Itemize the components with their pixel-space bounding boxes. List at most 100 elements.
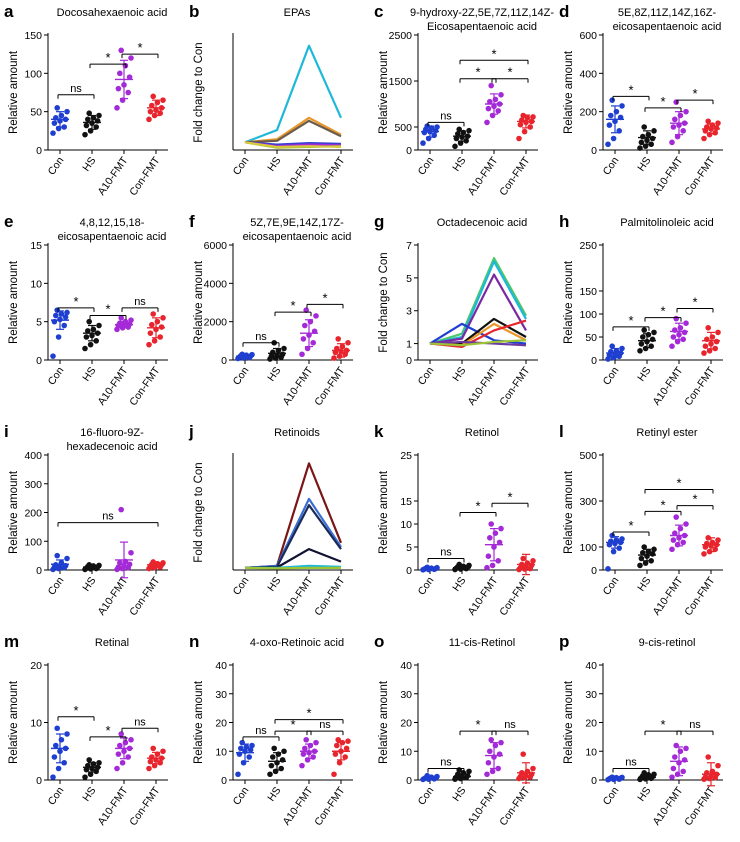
significance-label: ns xyxy=(255,331,267,343)
data-point-con xyxy=(54,725,60,732)
x-tick-label: Con xyxy=(416,785,437,808)
data-point-a10-fmt xyxy=(496,539,503,546)
panel-letter: c xyxy=(374,2,383,21)
y-axis-label: Relative amount xyxy=(378,470,390,554)
data-point-hs xyxy=(453,135,460,142)
data-point-hs xyxy=(96,759,102,766)
data-point-a10-fmt xyxy=(119,759,126,766)
data-point-a10-fmt xyxy=(681,329,688,336)
y-tick-label: 50 xyxy=(585,332,597,344)
y-axis-label: Relative amount xyxy=(563,680,575,764)
chart-title: 5E,8Z,11Z,14Z,16Z- xyxy=(618,7,717,19)
significance-label: * xyxy=(628,313,633,328)
data-point-con-fmt xyxy=(527,124,533,130)
data-point-con-fmt xyxy=(331,771,337,778)
data-point-con-fmt xyxy=(702,343,709,349)
data-point-a10-fmt xyxy=(683,521,689,527)
data-point-a10-fmt xyxy=(488,736,494,743)
y-tick-label: 0 xyxy=(406,355,412,367)
data-point-hs xyxy=(82,345,88,352)
data-point-hs xyxy=(270,754,276,760)
data-point-con-fmt xyxy=(517,121,524,128)
panel-p: p 9-cis-retinol Relative amount 0 10 20 30 40 Co… xyxy=(559,632,723,828)
series-line xyxy=(429,257,527,345)
x-tick-label: Con xyxy=(231,365,252,388)
data-point-a10-fmt xyxy=(669,774,675,780)
data-point-con-fmt xyxy=(713,338,720,345)
significance-label: ns xyxy=(625,757,637,769)
data-point-con-fmt xyxy=(150,745,156,752)
y-tick-label: 500 xyxy=(394,122,412,134)
data-point-hs xyxy=(83,334,90,340)
data-point-a10-fmt xyxy=(484,771,490,778)
y-axis-label: Relative amount xyxy=(193,680,205,764)
panel-h: h Palmitolinoleic acid Relative amount 0 50 1… xyxy=(559,212,723,408)
data-point-hs xyxy=(281,748,287,755)
data-point-hs xyxy=(87,771,94,778)
data-point-hs xyxy=(96,322,102,329)
panel-b: b EPAs Fold change to Con Con HSA10-FMTCon-F… xyxy=(189,2,353,198)
x-tick-label: A10-FMT xyxy=(281,154,316,197)
data-point-con-fmt xyxy=(335,336,341,342)
y-tick-label: 10 xyxy=(585,746,597,758)
data-point-a10-fmt xyxy=(484,564,490,571)
data-point-con-fmt xyxy=(715,762,721,769)
chart-title: Docosahexaenoic acid xyxy=(57,7,168,19)
data-point-con xyxy=(608,538,614,545)
y-axis-label: Fold change to Con xyxy=(193,42,205,142)
x-tick-label: Con xyxy=(416,155,437,178)
data-point-con-fmt xyxy=(160,97,166,103)
data-point-a10-fmt xyxy=(669,139,675,146)
data-point-hs xyxy=(651,771,657,778)
y-tick-label: 3 xyxy=(406,306,412,318)
data-point-a10-fmt xyxy=(670,124,677,130)
significance-label: ns xyxy=(70,83,82,95)
x-tick-label: A10-FMT xyxy=(281,364,316,407)
x-tick-label: A10-FMT xyxy=(281,574,316,617)
data-point-a10-fmt xyxy=(683,745,689,752)
y-tick-label: 100 xyxy=(24,68,42,80)
data-point-a10-fmt xyxy=(680,539,686,546)
data-point-con-fmt xyxy=(146,765,152,772)
y-tick-label: 30 xyxy=(585,689,597,701)
data-point-con xyxy=(50,774,56,780)
y-axis-label: Relative amount xyxy=(563,260,575,344)
x-tick-label: HS xyxy=(80,155,98,174)
data-point-con xyxy=(619,345,625,352)
data-point-con-fmt xyxy=(345,339,351,346)
y-tick-label: 0 xyxy=(591,145,597,157)
data-point-con-fmt xyxy=(342,754,348,760)
data-point-hs xyxy=(637,348,643,354)
panel-letter: e xyxy=(4,212,13,231)
y-tick-label: 20 xyxy=(215,718,227,730)
chart-title: Octadecenoic acid xyxy=(437,217,528,229)
y-tick-label: 15 xyxy=(30,240,42,252)
data-point-a10-fmt xyxy=(673,514,679,520)
significance-label: * xyxy=(73,294,78,309)
data-point-a10-fmt xyxy=(498,739,504,746)
data-point-con xyxy=(54,552,60,559)
y-tick-label: 500 xyxy=(579,450,597,462)
y-tick-label: 10 xyxy=(215,746,227,758)
panel-letter: o xyxy=(374,632,384,651)
data-point-con xyxy=(249,742,255,749)
data-point-con xyxy=(434,564,440,571)
data-point-a10-fmt xyxy=(299,762,305,769)
x-tick-label: HS xyxy=(80,785,98,804)
data-point-hs xyxy=(456,767,462,773)
data-point-a10-fmt xyxy=(303,307,309,313)
x-tick-label: Con-FMT xyxy=(127,154,163,198)
data-point-con-fmt xyxy=(345,738,351,744)
y-tick-label: 10 xyxy=(30,278,42,290)
data-point-con xyxy=(54,105,60,111)
y-tick-label: 1 xyxy=(406,339,412,351)
data-point-a10-fmt xyxy=(128,736,134,743)
chart-title: eicosapentaenoic acid xyxy=(58,231,167,243)
data-point-con xyxy=(55,765,62,772)
y-tick-label: 10 xyxy=(400,519,412,531)
data-point-con-fmt xyxy=(530,765,536,772)
data-point-con-fmt xyxy=(343,745,350,752)
x-tick-label: Con xyxy=(231,155,252,178)
y-tick-label: 4000 xyxy=(204,278,228,290)
data-point-con-fmt xyxy=(705,754,711,760)
